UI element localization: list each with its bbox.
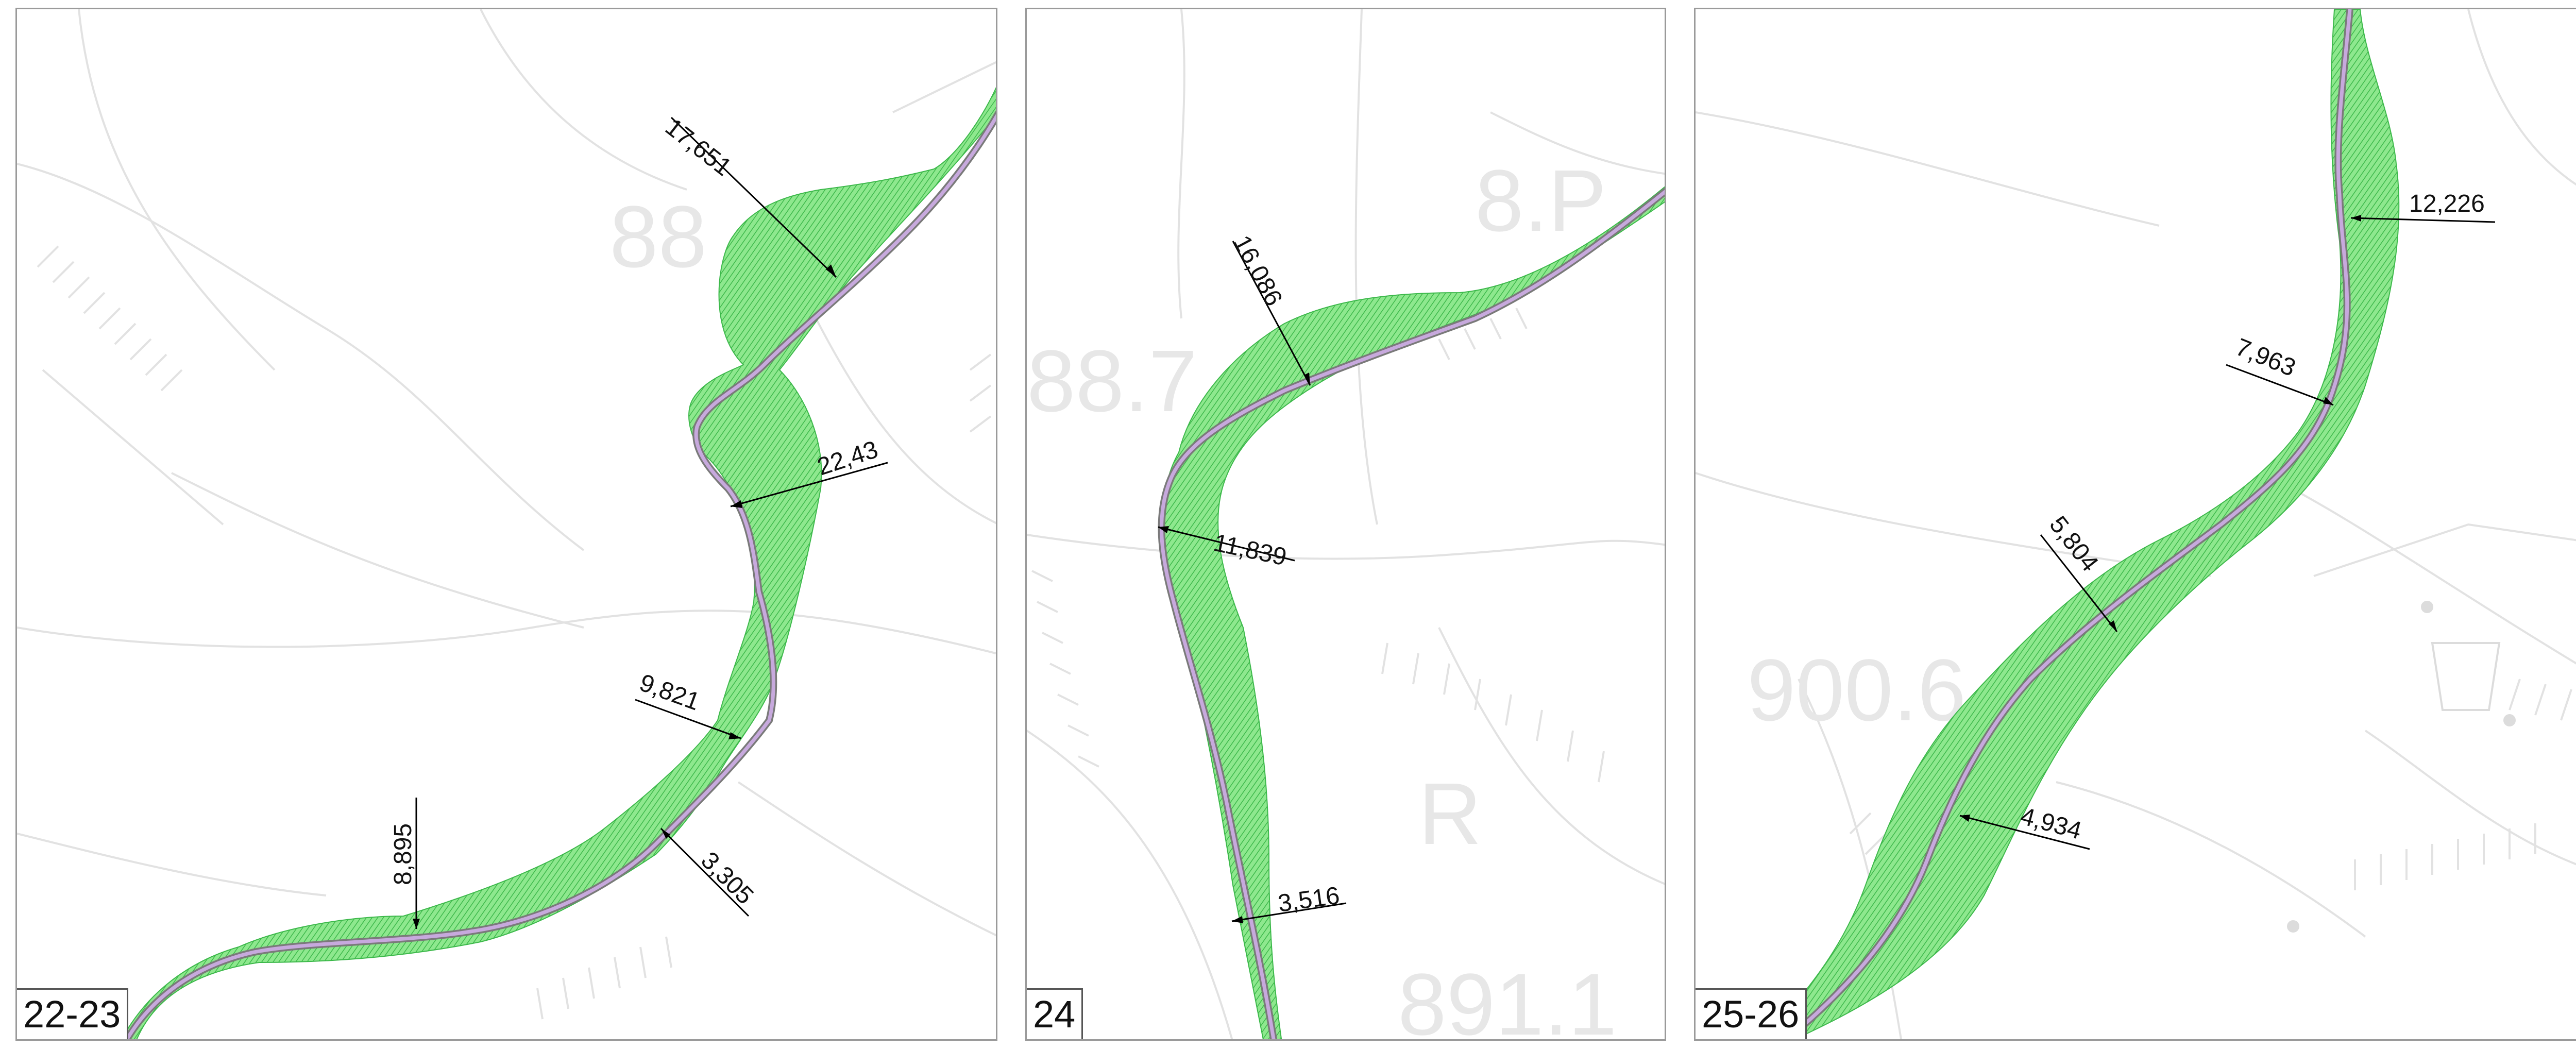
background-topo-lines — [1696, 9, 2576, 1039]
background-elevation-label: R — [1418, 765, 1482, 863]
measurement-label: 12,226 — [2409, 190, 2485, 217]
road-centerline — [1784, 9, 2352, 1039]
measurement-label: 5,804 — [2044, 511, 2104, 577]
green-buffer-zone — [1764, 9, 2400, 1039]
panel-label: 25-26 — [1696, 988, 1807, 1039]
hachure-marks — [1031, 308, 1605, 783]
measurement-label: 3,305 — [696, 847, 758, 909]
road-centerline — [125, 114, 996, 1039]
measurement-label: 8,895 — [389, 823, 417, 885]
map-panel-25-26: 900.6 12,226 7,963 5,804 4,934 25-26 — [1694, 8, 2576, 1041]
dimension-lines — [1158, 241, 1347, 922]
measurement-label: 7,963 — [2232, 333, 2299, 382]
hachure-marks — [37, 245, 992, 1020]
background-elevation-label: 8.P — [1475, 152, 1606, 250]
background-topo-lines — [17, 9, 996, 937]
background-elevation-label: 88.7 — [1027, 332, 1197, 430]
panel-label: 22-23 — [17, 988, 129, 1039]
green-buffer-zone — [121, 87, 996, 1039]
dimension-arrowheads — [1960, 215, 2361, 822]
map-panel-24: 88.7 8.P R 891.1 16,086 11,839 3,516 24 — [1025, 8, 1666, 1041]
map-panel-22-23: 88 17,651 22,43 9,821 8,895 3,305 22-23 — [15, 8, 997, 1041]
map-canvas: 900.6 12,226 7,963 5,804 4,934 — [1696, 9, 2576, 1039]
map-symbols — [2287, 601, 2516, 933]
dimension-arrowheads — [1158, 373, 1310, 923]
measurement-label: 9,821 — [636, 669, 703, 716]
dimension-arrowheads — [413, 264, 836, 929]
measurement-label: 3,516 — [1276, 882, 1341, 918]
map-canvas: 88.7 8.P R 891.1 16,086 11,839 3,516 — [1027, 9, 1665, 1041]
background-elevation-label: 900.6 — [1747, 641, 1966, 739]
road-centerline — [1160, 190, 1665, 1039]
dimension-lines — [415, 116, 888, 929]
measurement-label: 16,086 — [1228, 231, 1287, 311]
background-topo-lines — [1027, 9, 1665, 1039]
map-canvas: 88 17,651 22,43 9,821 8,895 3,305 — [17, 9, 996, 1039]
background-elevation-label: 891.1 — [1398, 956, 1617, 1041]
background-elevation-label: 88 — [609, 188, 707, 286]
dimension-lines — [1959, 217, 2496, 850]
panel-label: 24 — [1027, 988, 1083, 1039]
measurement-label: 17,651 — [660, 113, 736, 181]
green-buffer-zone — [1162, 186, 1665, 1039]
